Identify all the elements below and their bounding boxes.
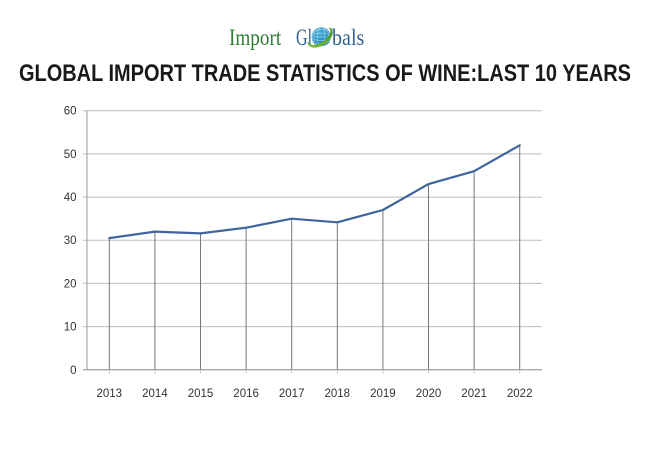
svg-text:50: 50 <box>64 149 77 161</box>
svg-text:20: 20 <box>64 278 77 290</box>
svg-text:2020: 2020 <box>416 388 442 400</box>
svg-text:2015: 2015 <box>188 388 214 400</box>
svg-text:40: 40 <box>64 192 77 204</box>
svg-text:60: 60 <box>64 106 77 118</box>
svg-text:0: 0 <box>70 365 76 377</box>
svg-text:2019: 2019 <box>370 388 396 400</box>
svg-text:30: 30 <box>64 235 77 247</box>
svg-text:2017: 2017 <box>279 388 305 400</box>
svg-text:2018: 2018 <box>325 388 351 400</box>
svg-text:2021: 2021 <box>461 388 487 400</box>
svg-text:2013: 2013 <box>97 388 123 400</box>
svg-text:2016: 2016 <box>233 388 259 400</box>
svg-text:2014: 2014 <box>142 388 168 400</box>
svg-text:2022: 2022 <box>507 388 533 400</box>
svg-text:10: 10 <box>64 322 77 334</box>
